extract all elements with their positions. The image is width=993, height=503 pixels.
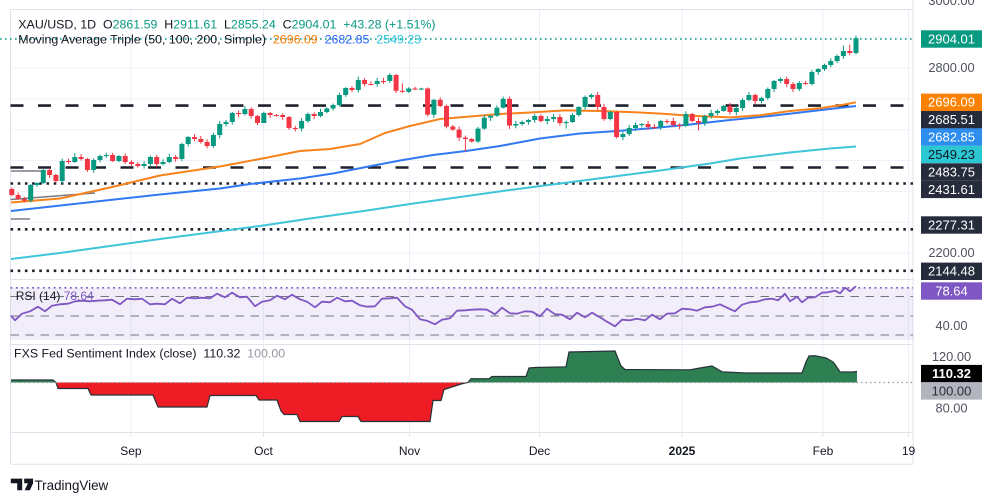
svg-text:2483.75: 2483.75	[928, 164, 975, 179]
svg-text:2277.31: 2277.31	[928, 217, 975, 232]
svg-text:2682.85: 2682.85	[928, 130, 975, 145]
svg-text:Dec: Dec	[529, 444, 550, 458]
svg-text:120.00: 120.00	[932, 349, 971, 364]
svg-text:2025: 2025	[669, 444, 696, 458]
svg-text:2696.09: 2696.09	[928, 95, 975, 110]
svg-text:110.32: 110.32	[932, 366, 971, 381]
svg-text:Feb: Feb	[813, 444, 834, 458]
svg-text:40.00: 40.00	[935, 318, 967, 333]
svg-text:80.00: 80.00	[935, 401, 967, 416]
svg-text:2431.61: 2431.61	[928, 182, 975, 197]
svg-text:XAU/USD, 1D O2861.59 H2911.6: XAU/USD, 1D O2861.59 H2911.61 L2855.24 C…	[18, 18, 435, 32]
svg-text:RSI (14) 78.64: RSI (14) 78.64	[16, 289, 94, 303]
svg-text:Sep: Sep	[120, 444, 142, 458]
svg-text:3000.00: 3000.00	[928, 0, 974, 8]
svg-text:Nov: Nov	[399, 444, 420, 458]
svg-text:FXS Fed Sentiment Index (close: FXS Fed Sentiment Index (close) 110.32 1…	[14, 347, 285, 361]
svg-text:2685.51: 2685.51	[928, 112, 975, 127]
svg-text:100.00: 100.00	[932, 383, 972, 398]
svg-text:TradingView: TradingView	[35, 478, 109, 493]
svg-text:2549.23: 2549.23	[928, 147, 975, 162]
svg-text:2200.00: 2200.00	[928, 245, 974, 260]
svg-text:Moving Average Triple (50, 100: Moving Average Triple (50, 100, 200, Sim…	[18, 33, 421, 47]
svg-text:Oct: Oct	[254, 444, 273, 458]
svg-text:2800.00: 2800.00	[928, 60, 974, 75]
svg-text:2144.48: 2144.48	[928, 264, 975, 279]
svg-text:78.64: 78.64	[935, 283, 968, 298]
svg-text:19: 19	[902, 444, 916, 458]
svg-text:2904.01: 2904.01	[928, 31, 975, 46]
